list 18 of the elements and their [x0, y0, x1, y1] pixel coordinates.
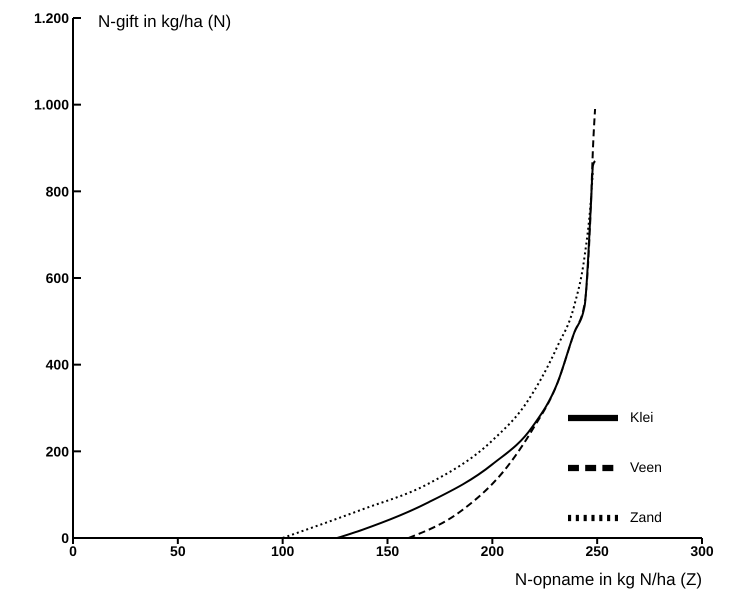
- x-tick-label: 150: [376, 542, 400, 559]
- y-tick-label: 400: [46, 356, 70, 373]
- legend-label: Veen: [630, 458, 662, 475]
- legend-label: Zand: [630, 508, 662, 525]
- y-tick-label: 200: [46, 443, 70, 460]
- x-tick-label: 100: [270, 542, 295, 559]
- y-tick-label: 800: [46, 183, 70, 200]
- x-tick-label: 300: [690, 542, 714, 559]
- y-tick-label: 600: [46, 270, 70, 286]
- x-tick-label: 250: [585, 542, 610, 559]
- legend-label: Klei: [630, 408, 654, 425]
- y-tick-label: 1.000: [34, 96, 70, 113]
- y-axis-title: N-gift in kg/ha (N): [98, 12, 232, 32]
- y-tick-label: 0: [61, 530, 70, 546]
- x-tick-label: 50: [170, 542, 186, 559]
- x-tick-label: 200: [480, 542, 504, 559]
- x-axis-title: N-opname in kg N/ha (Z): [514, 570, 702, 590]
- y-tick-label: 1.200: [34, 10, 70, 26]
